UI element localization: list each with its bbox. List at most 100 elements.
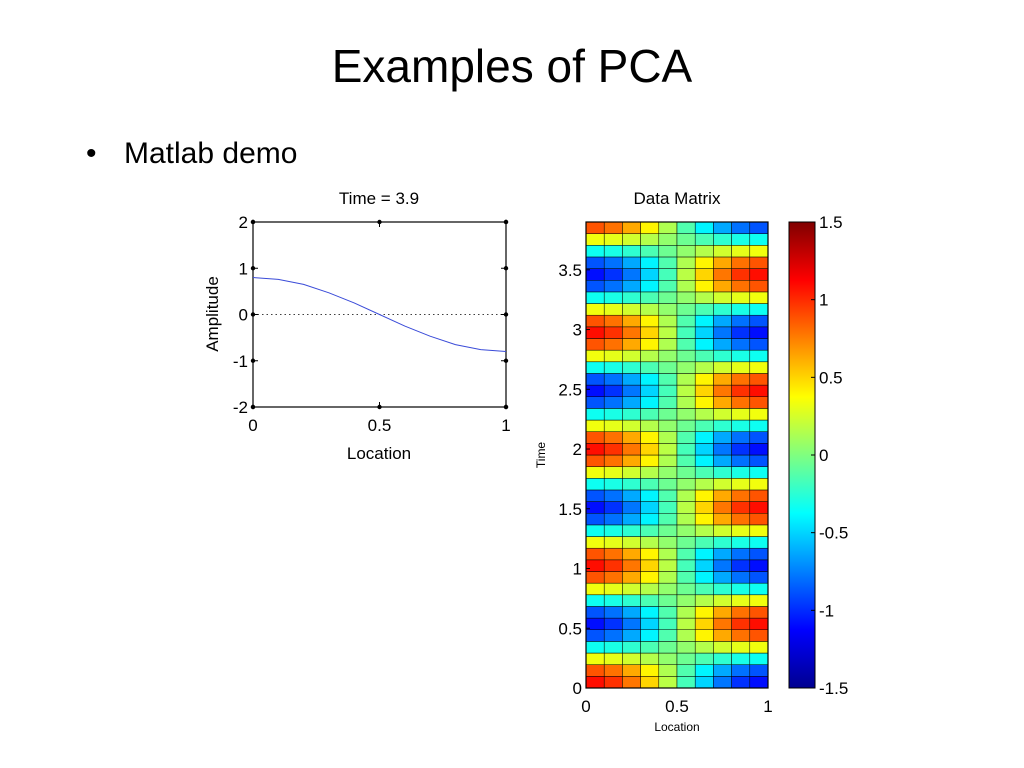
y-tick-dot [250,404,256,410]
heatmap-cell [749,466,769,479]
heatmap-cell [585,489,605,502]
heatmap-cell [676,536,696,549]
heatmap-cell [640,245,660,258]
heatmap-cell [603,431,623,444]
colorbar-tick-label: 0 [819,446,828,465]
heatmap-cell [640,326,660,339]
heatmap-cell [658,314,678,328]
heatmap-cell [731,280,751,293]
heatmap-cell [622,233,641,246]
heatmap-cell [676,501,696,514]
heatmap-cell [749,454,769,467]
heatmap-cell [603,419,623,432]
heatmap-cell [622,629,641,642]
heatmap-cell [658,291,678,304]
heatmap-cell [749,326,769,339]
heatmap-cell [622,443,641,456]
heatmap-cell [603,326,623,339]
heatmap-cell [585,606,605,619]
heatmap-cell [731,268,751,281]
heatmap-cell [694,582,714,596]
heatmap-cell [713,338,732,351]
heatmap-cell [658,524,678,537]
heatmap-cell [676,606,696,619]
heatmap-cell [731,513,751,526]
heatmap-cell [749,676,769,689]
heatmap-cell [731,291,751,304]
heatmap-cell [658,373,678,386]
heatmap-cell [676,513,696,526]
heatmap-cell [713,419,732,432]
heatmap-cell [622,641,641,654]
heatmap-cells [585,221,769,689]
bullet-dot: • [86,137,97,170]
heatmap-cell [731,373,751,386]
heatmap-cell [658,326,678,339]
heatmap-cell [603,466,623,479]
heatmap-cell [676,524,696,537]
heatmap-cell [603,652,623,665]
heatmap-cell [622,314,641,328]
heatmap-cell [694,349,714,363]
heatmap-cell [658,629,678,642]
heatmap-cell [676,303,696,316]
heatmap-cell [622,466,641,479]
heatmap-cell [694,547,714,561]
heatmap-cell [603,641,623,654]
heatmap-cell [603,489,623,502]
heatmap-cell [749,314,769,328]
heatmap-cell [640,536,660,549]
y-tick-dot [250,219,256,225]
colorbar-tick-label: -1 [819,601,834,620]
heatmap-cell [731,594,751,607]
heatmap-cell [603,536,623,549]
heatmap-cell [603,524,623,537]
heatmap-cell [694,594,714,607]
heatmap-cell [713,396,732,409]
heatmap-cell [603,314,623,328]
heatmap-cell [622,361,641,374]
heatmap-cell [731,256,751,269]
heatmap-cell [749,221,769,234]
heatmap-cell [713,536,732,549]
heatmap-cell [694,606,714,619]
heatmap-cell [640,419,660,432]
heatmap-cell [640,559,660,572]
heatmap-cell [585,664,605,677]
x-tick-label: 0.5 [368,416,392,435]
heatmap-cell [694,571,714,584]
heatmap-cell [622,478,641,491]
heatmap-y-tick-label: 2.5 [558,380,582,399]
heatmap-cell [658,489,678,502]
heatmap-cell [622,396,641,409]
heatmap-cell [640,361,660,374]
heatmap-cell [676,431,696,444]
heatmap-cell [603,664,623,677]
heatmap-cell [640,664,660,677]
heatmap-cell [603,606,623,619]
heatmap-cell [622,652,641,665]
colorbar-tick-label: 1 [819,291,828,310]
heatmap-cell [603,303,623,316]
heatmap-cell [731,349,751,363]
heatmap-cell [749,419,769,432]
heatmap-cell [640,652,660,665]
heatmap-cell [731,617,751,630]
heatmap-cell [694,443,714,456]
heatmap-cell [640,478,660,491]
heatmap-cell [603,256,623,269]
heatmap-cell [585,594,605,607]
bullet-text: Matlab demo [124,137,298,170]
heatmap-cell [694,291,714,304]
heatmap-cell [713,454,732,467]
heatmap-cell [676,338,696,351]
heatmap-cell [694,524,714,537]
heatmap-cell [713,384,732,398]
heatmap-cell [585,454,605,467]
heatmap-cell [749,559,769,572]
heatmap-cell [694,268,714,281]
heatmap-cell [749,524,769,537]
heatmap-cell [713,629,732,642]
heatmap-cell [694,617,714,630]
heatmap-cell [622,536,641,549]
